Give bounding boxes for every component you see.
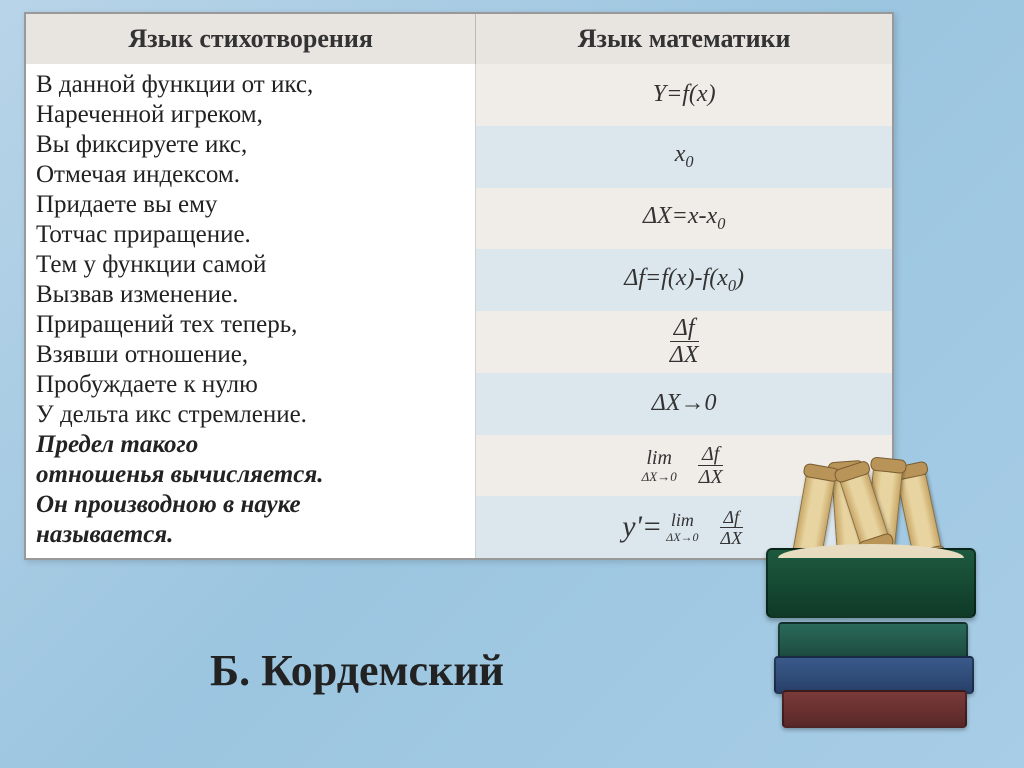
poem-line: Нареченной игреком, <box>36 100 465 130</box>
poem-line-bold: Предел такого <box>36 430 465 460</box>
formula-fraction: Δf ΔX <box>666 316 703 367</box>
formula: Y=f(x) <box>653 81 716 108</box>
poem-line: Приращений тех теперь, <box>36 310 465 340</box>
poem-line: Тотчас приращение. <box>36 220 465 250</box>
math-row-delta-x: ΔX=x-x0 <box>476 188 892 250</box>
math-row-function: Y=f(x) <box>476 64 892 126</box>
table-header-row: Язык стихотворения Язык математики <box>26 14 892 64</box>
formula: ΔX→0 <box>652 390 717 417</box>
poem-line: Пробуждаете к нулю <box>36 370 465 400</box>
math-row-limit-arrow: ΔX→0 <box>476 373 892 435</box>
poem-column: В данной функции от икс, Нареченной игре… <box>26 64 476 558</box>
math-row-ratio: Δf ΔX <box>476 311 892 373</box>
formula: Δf=f(x)-f(x0) <box>624 265 744 296</box>
poem-line: У дельта икс стремление. <box>36 400 465 430</box>
book-icon <box>774 656 974 694</box>
formula-fraction: Δf ΔX <box>695 444 727 487</box>
formula: x0 <box>675 141 694 172</box>
poem-line: Придаете вы ему <box>36 190 465 220</box>
poem-line-bold: Он производною в науке <box>36 490 465 520</box>
open-book-icon <box>766 548 976 618</box>
poem-line-bold: отношенья вычисляется. <box>36 460 465 490</box>
math-row-delta-f: Δf=f(x)-f(x0) <box>476 249 892 311</box>
formula: ΔX=x-x0 <box>643 203 725 234</box>
poem-line: Вызвав изменение. <box>36 280 465 310</box>
book-icon <box>782 690 967 728</box>
math-row-x0: x0 <box>476 126 892 188</box>
book-stack <box>774 626 974 728</box>
author-credit: Б. Кордемский <box>210 645 504 696</box>
poem-line: В данной функции от икс, <box>36 70 465 100</box>
books-illustration <box>734 458 994 728</box>
header-math: Язык математики <box>476 14 892 64</box>
lim-block: lim ΔX→0 <box>642 448 677 483</box>
poem-line: Отмечая индексом. <box>36 160 465 190</box>
poem-line: Взявши отношение, <box>36 340 465 370</box>
lim-block: lim ΔX→0 <box>666 511 698 543</box>
y-prime: y'= <box>622 510 662 544</box>
poem-line-bold: называется. <box>36 520 465 550</box>
poem-line: Вы фиксируете икс, <box>36 130 465 160</box>
poem-line: Тем у функции самой <box>36 250 465 280</box>
book-icon <box>778 622 968 660</box>
header-poem: Язык стихотворения <box>26 14 476 64</box>
